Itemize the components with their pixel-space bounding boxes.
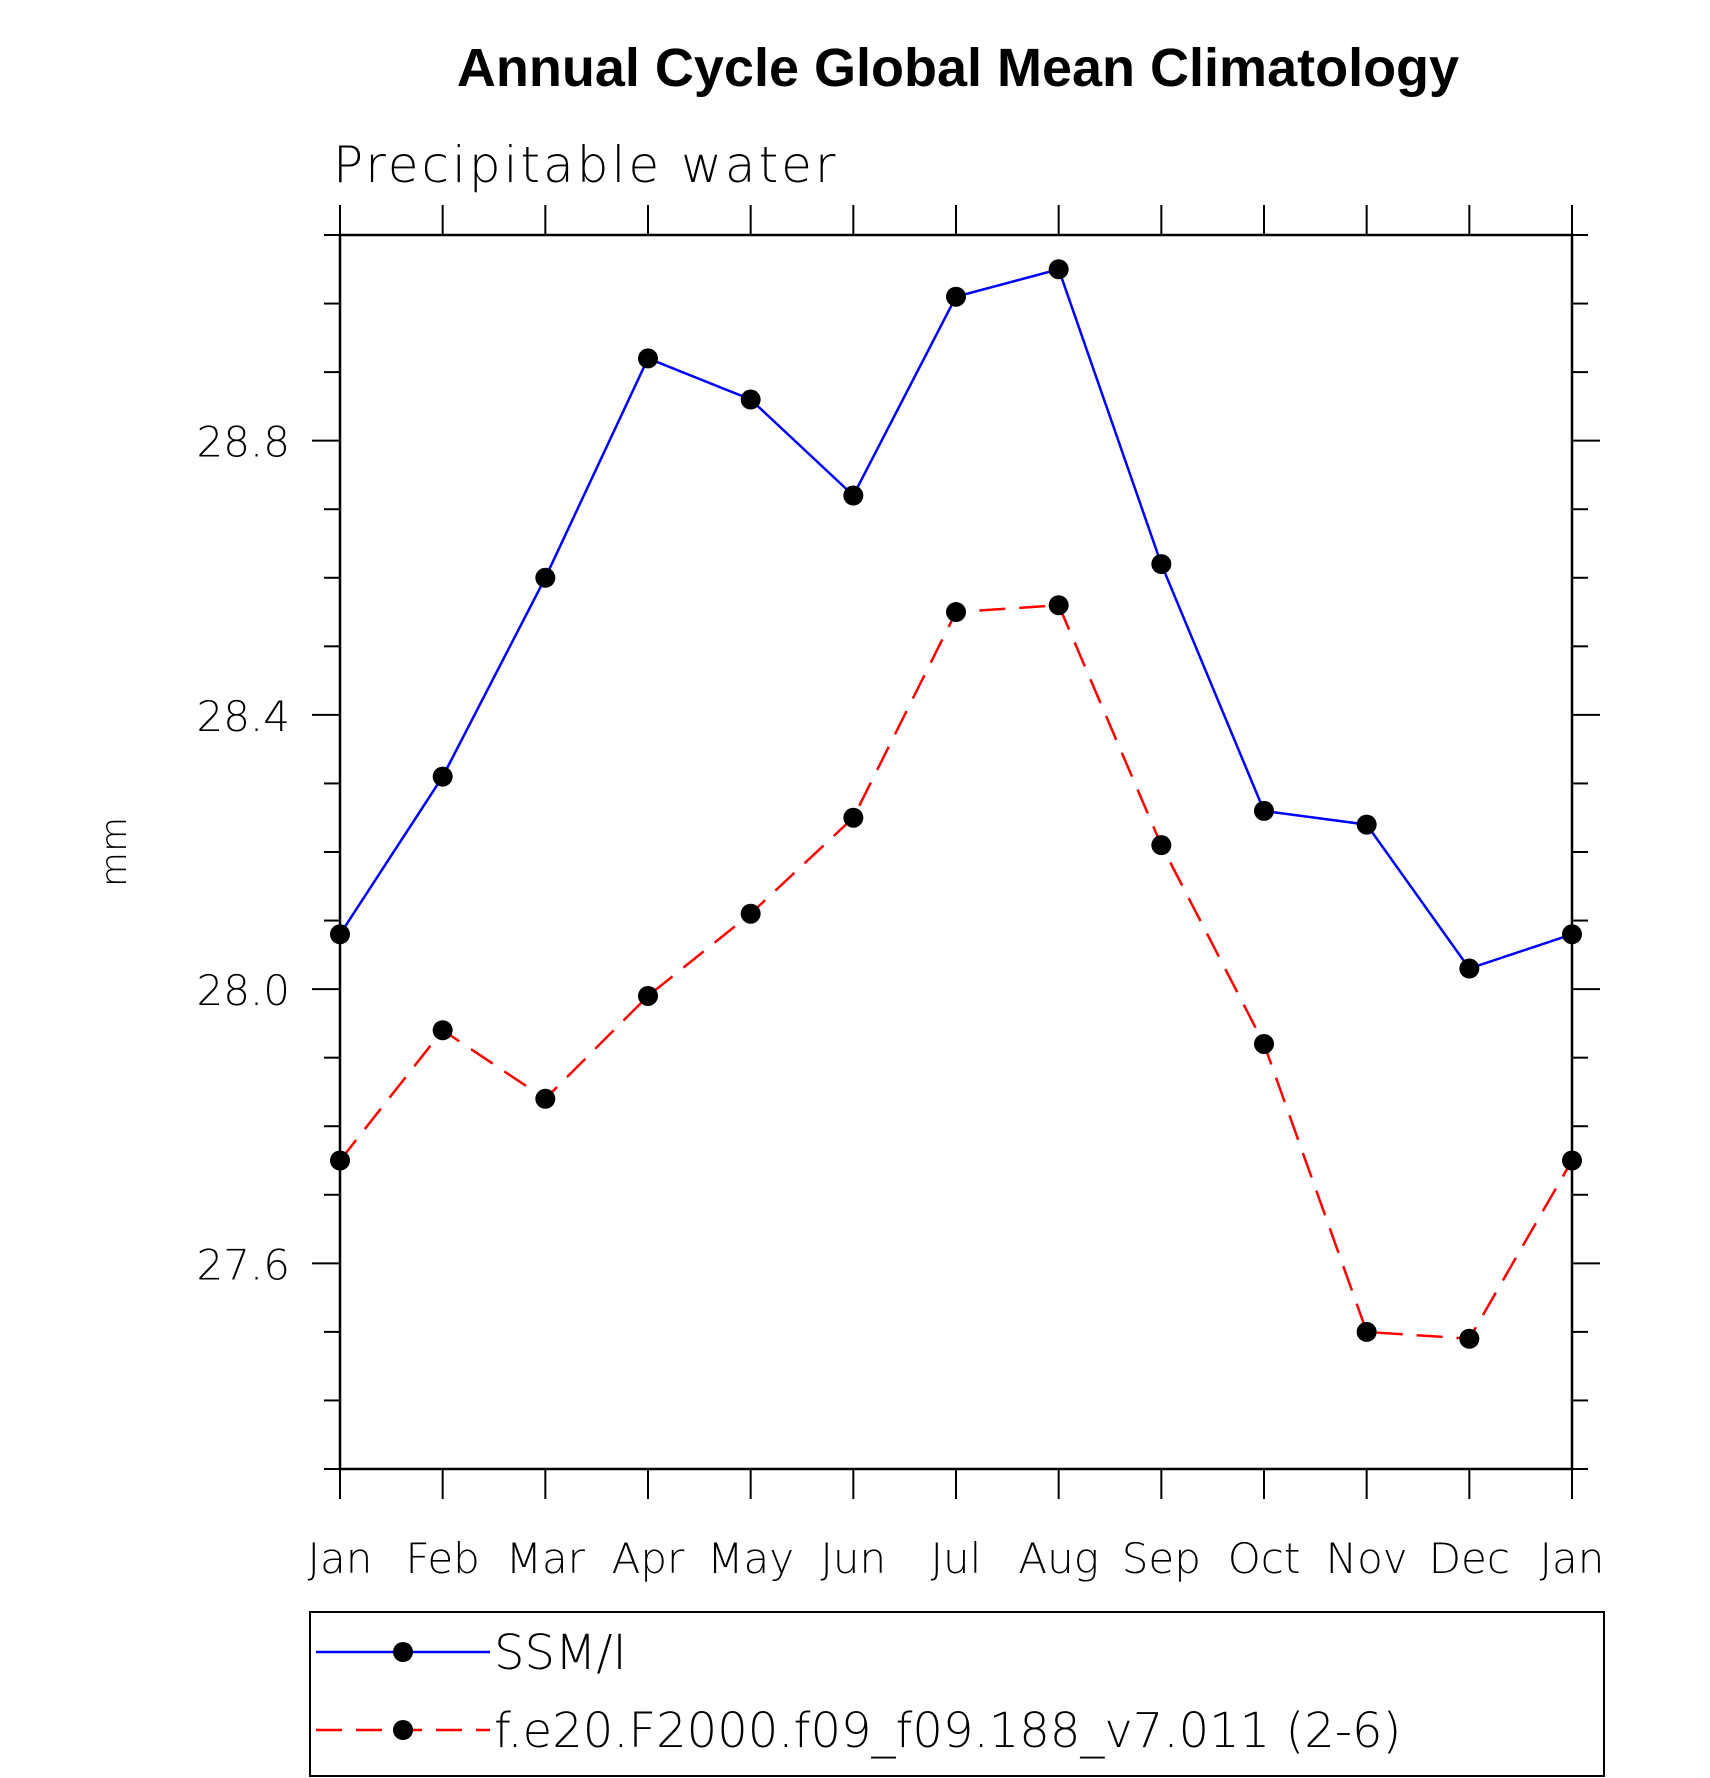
chart-title: Annual Cycle Global Mean Climatology <box>457 38 1459 98</box>
x-tick-label: Dec <box>1429 1534 1510 1583</box>
series-1-point <box>1562 924 1582 945</box>
legend-box <box>309 1611 1605 1777</box>
series-line-2 <box>339 603 1574 1340</box>
series-1-point <box>638 348 658 369</box>
series-group <box>330 259 1582 1349</box>
series-1-point <box>432 766 453 787</box>
axes-group: 27.6 28.0 28.4 28.8 Jan Feb Mar Apr May Jun Jul Aug… <box>196 205 1604 1583</box>
x-tick-label: Nov <box>1326 1534 1408 1583</box>
chart-subtitle: Precipitable water <box>333 136 839 194</box>
x-tick-label: Jan <box>1540 1534 1605 1583</box>
series-2-point <box>432 1020 453 1041</box>
series-2-point <box>535 1088 556 1109</box>
x-tick-label: Aug <box>1018 1534 1099 1583</box>
y-tick-label: 28.4 <box>196 692 290 741</box>
series-1-point <box>1356 814 1377 835</box>
x-tick-label: Mar <box>506 1534 586 1583</box>
x-tick-label: Apr <box>612 1534 685 1583</box>
series-1-point <box>1151 554 1172 575</box>
y-tick-label: 28.8 <box>196 418 290 467</box>
series-1-point <box>843 485 864 506</box>
x-tick-label: Jul <box>931 1534 982 1583</box>
x-tick-label: Sep <box>1122 1534 1201 1583</box>
legend-marker-2 <box>393 1720 413 1740</box>
series-2-point <box>1254 1033 1274 1054</box>
x-tick-label: Oct <box>1228 1534 1301 1583</box>
x-tick-label: May <box>707 1534 794 1583</box>
series-2-point <box>1356 1321 1377 1342</box>
legend-label-1: SSM/I <box>494 1625 627 1681</box>
series-2-point <box>843 807 864 828</box>
series-2-point <box>1048 595 1069 616</box>
legend-label-2: f.e20.F2000.f09_f09.188_v7.011 (2-6) <box>494 1703 1401 1759</box>
series-2-point <box>1562 1150 1582 1171</box>
legend: SSM/I f.e20.F2000.f09_f09.188_v7.011 (2-6… <box>309 1611 1605 1777</box>
series-1-point <box>1048 259 1069 280</box>
x-tick-label: Feb <box>405 1534 479 1583</box>
series-2-point <box>330 1150 350 1171</box>
series-1-point <box>740 389 761 410</box>
legend-marker-1 <box>393 1642 413 1662</box>
series-2-point <box>1151 835 1172 856</box>
series-1-point <box>946 286 966 307</box>
x-tick-label: Jan <box>308 1534 373 1583</box>
series-1-point <box>1254 800 1274 821</box>
series-1-point <box>535 567 556 588</box>
series-1-point <box>330 924 350 945</box>
series-2-point <box>1459 1328 1480 1349</box>
y-tick-label: 27.6 <box>196 1240 290 1289</box>
series-2-point <box>638 985 658 1006</box>
series-2-point <box>740 903 761 924</box>
x-tick-label: Jun <box>821 1534 887 1583</box>
series-1-point <box>1459 958 1480 979</box>
series-2-point <box>946 602 966 623</box>
y-axis-label: mm <box>94 817 135 887</box>
y-tick-label: 28.0 <box>196 966 290 1015</box>
